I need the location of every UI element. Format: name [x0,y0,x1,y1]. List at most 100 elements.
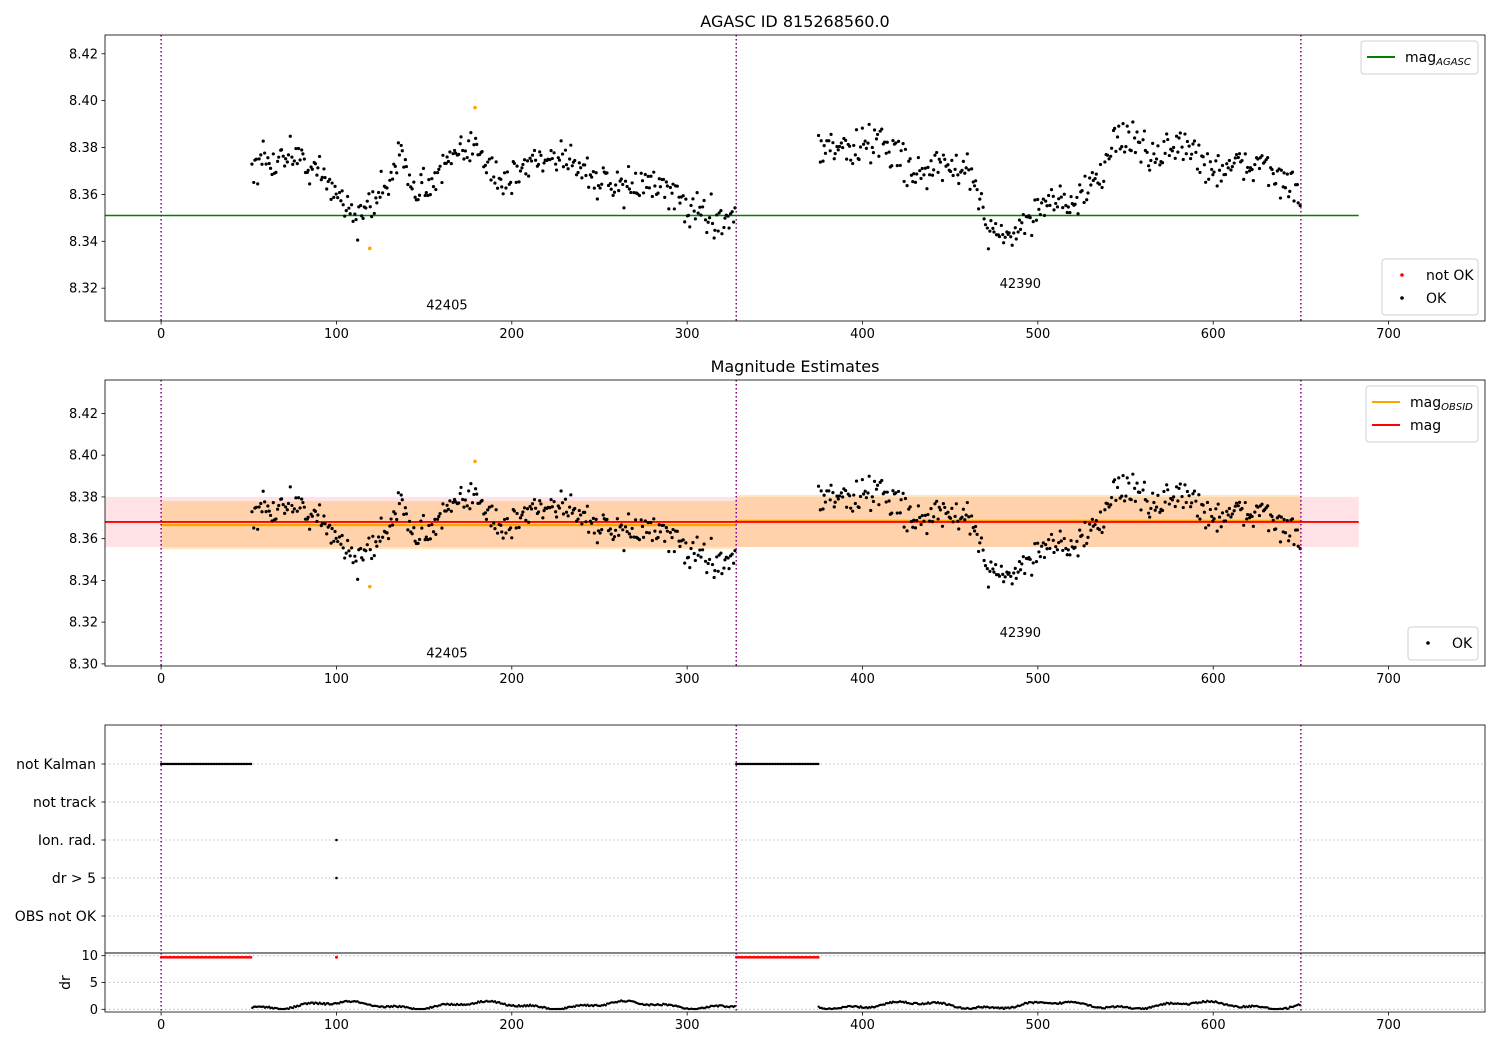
agasc-plot-ok-point [402,165,406,169]
estimates-plot-ok-point [484,517,489,521]
agasc-plot-y-tick-label: 8.40 [69,94,98,109]
agasc-plot-ok-point [1242,177,1246,182]
estimates-plot-ok-point [912,518,916,522]
agasc-plot-y-tick-label: 8.32 [69,282,98,297]
estimates-plot-ok-point [548,506,552,510]
agasc-plot-ok-point [1033,198,1037,202]
estimates-plot-ok-point [1082,544,1086,548]
estimates-plot-ok-point [705,570,709,575]
agasc-plot-ok-point [492,175,496,179]
estimates-plot-ok-point [552,500,556,504]
agasc-plot-ok-point [922,173,926,177]
estimates-plot-ok-point [693,558,697,563]
estimates-plot-ok-point [871,499,876,504]
agasc-plot-ok-point [501,192,505,196]
agasc-plot-ok-point [1288,189,1292,193]
agasc-plot-ok-point [341,203,345,207]
agasc-plot-ok-point [1216,154,1220,158]
estimates-plot-ok-point [470,501,475,505]
estimates-plot-ok-point [356,577,360,581]
dr-plot-x-tick-label: 0 [157,1018,165,1033]
agasc-plot-ok-point [908,157,912,161]
estimates-plot-ok-point [1052,550,1056,555]
estimates-plot-x-tick-label: 400 [850,672,875,687]
estimates-plot-ok-point [869,508,873,513]
agasc-plot-ok-point [552,151,556,155]
estimates-plot-ok-point [256,527,260,531]
estimates-plot-ok-point [919,522,923,527]
agasc-plot-ok-point [871,151,876,155]
agasc-plot-ok-point [915,172,919,176]
estimates-plot-ok-point [348,554,352,558]
agasc-plot-ok-point [853,153,857,157]
agasc-plot-ok-point [1061,206,1065,210]
estimates-plot-ok-point [474,487,478,491]
agasc-plot-ok-point [1233,156,1237,160]
estimates-plot-ok-point [645,530,649,535]
estimates-plot-ok-point [1109,503,1113,507]
agasc-plot-ok-point [541,169,545,173]
agasc-plot-ok-point [1059,195,1063,199]
estimates-plot-ok-point [839,491,843,495]
estimates-plot-ok-point [885,490,889,494]
agasc-plot-ok-point [1220,163,1225,168]
estimates-plot-ok-point [1133,486,1137,490]
estimates-plot-ok-point [1234,501,1239,505]
estimates-plot-ok-point [371,534,375,538]
estimates-plot-ok-point [713,569,717,573]
estimates-plot-ok-point [591,516,595,520]
agasc-plot-ok-point [579,166,583,170]
agasc-plot-ok-point [1227,158,1232,163]
agasc-plot-ok-point [681,194,685,198]
estimates-plot-ok-point [988,569,992,573]
agasc-plot-legend-bottom-dot-swatch [1400,273,1404,277]
agasc-plot-ok-point [277,155,281,159]
agasc-plot-ok-point [885,140,889,144]
agasc-plot-ok-point [1040,201,1044,205]
estimates-plot-ok-point [1001,572,1005,576]
agasc-plot-ok-point [702,198,706,203]
estimates-plot-ok-point [458,491,462,496]
estimates-plot-ok-point [410,532,414,536]
agasc-plot-ok-point [713,228,717,232]
agasc-plot-ok-point [1177,136,1181,140]
estimates-plot-ok-point [702,542,706,546]
agasc-plot-ok-point [932,168,936,172]
agasc-plot-ok-point [994,221,998,226]
estimates-plot-ok-point [424,535,428,539]
estimates-plot-ok-point [1195,514,1200,518]
estimates-plot-ok-point [561,512,566,516]
estimates-plot-ok-point [437,514,441,518]
estimates-plot-ok-point [986,585,991,589]
agasc-plot-ok-point [684,197,688,201]
agasc-plot-ok-point [1167,153,1171,158]
agasc-plot-ok-point [587,185,591,189]
agasc-plot-ok-point [538,150,542,154]
estimates-plot-ok-point [658,530,662,534]
agasc-plot-ok-point [412,180,416,184]
agasc-plot-ok-point [1187,144,1191,148]
agasc-plot-ok-point [308,182,312,186]
estimates-plot-ok-point [672,549,676,554]
agasc-plot-ok-point [521,162,525,167]
agasc-plot-ok-point [451,152,455,156]
agasc-plot-ok-point [705,230,709,235]
estimates-plot-ok-point [911,525,915,529]
agasc-plot-ok-point [1065,210,1069,215]
estimates-plot-ok-point [818,508,822,512]
estimates-plot-ok-point [1018,568,1023,572]
agasc-plot-ok-point [941,153,946,157]
agasc-plot-ok-point [1016,230,1020,234]
estimates-plot-ok-point [286,501,291,506]
estimates-plot-ok-point [1061,548,1065,553]
agasc-plot-ok-point [330,181,334,185]
agasc-plot-ok-point [1285,172,1289,176]
flags-plot-flag-point [335,838,338,842]
estimates-plot-ok-point [320,521,324,526]
agasc-plot-obsid-label: 42405 [426,298,467,313]
dr-plot-dr-high-point [249,955,253,959]
agasc-plot-ok-point [1078,183,1082,187]
estimates-plot-ok-point [395,517,399,522]
estimates-plot-ok-point [1041,541,1045,545]
agasc-plot-ok-point [1296,201,1300,205]
